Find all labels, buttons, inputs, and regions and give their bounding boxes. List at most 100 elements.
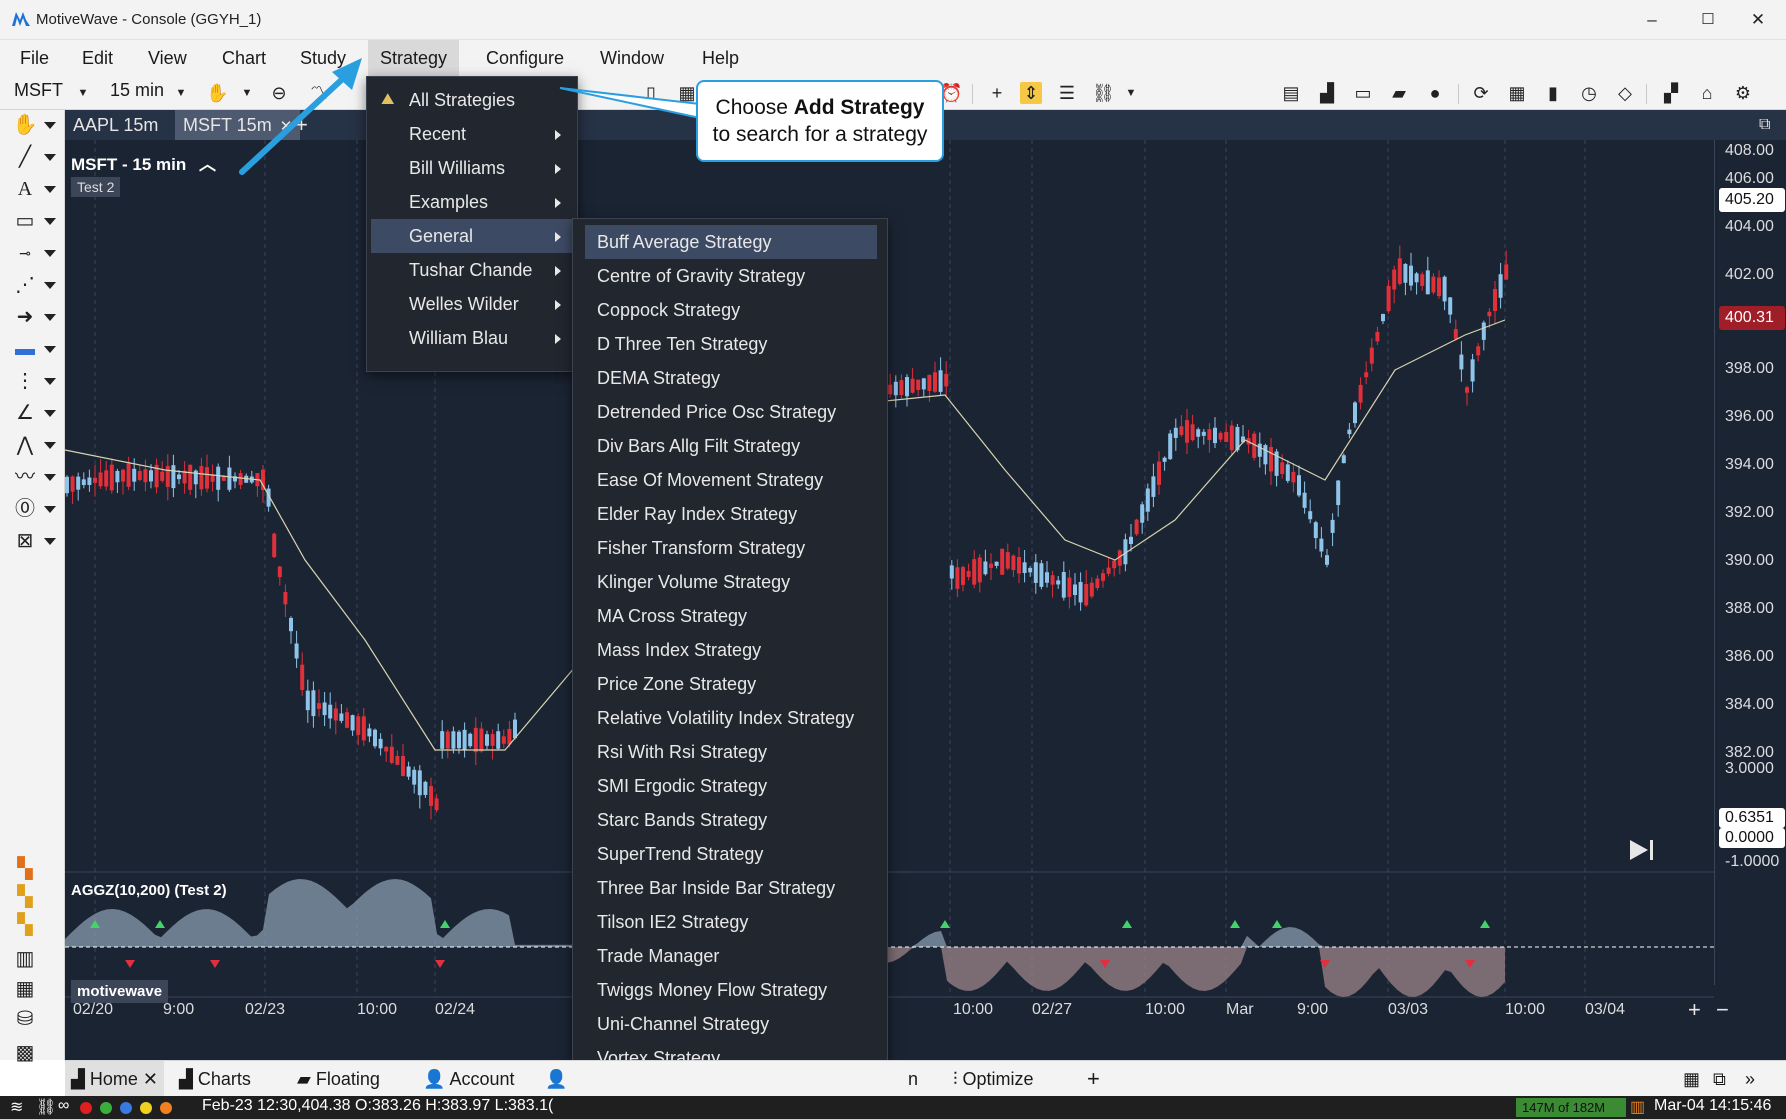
chevron-down-icon[interactable] — [44, 474, 56, 481]
menu-item-bill-williams[interactable]: Bill Williams — [371, 151, 573, 185]
chevron-down-icon[interactable]: ▼ — [241, 87, 253, 99]
save-icon[interactable]: ▦ — [678, 83, 696, 103]
chevron-down-icon[interactable]: ▼ — [175, 87, 187, 99]
add-dock-tab-icon[interactable]: + — [1087, 1066, 1100, 1091]
tab-aapl[interactable]: AAPL 15m — [65, 110, 166, 140]
submenu-item-smi-ergodic-strategy[interactable]: SMI Ergodic Strategy — [597, 776, 768, 796]
arrow-tool-icon[interactable]: ➜ — [16, 306, 34, 328]
order-icon[interactable]: ▚ — [17, 858, 33, 880]
dock-tab-floating[interactable]: ▰ Floating — [297, 1061, 380, 1097]
menu-item-examples[interactable]: Examples — [371, 185, 573, 219]
dock-tab-home[interactable]: ▟ Home ✕ — [65, 1061, 164, 1097]
submenu-item-div-bars-allg-filt-strategy[interactable]: Div Bars Allg Filt Strategy — [597, 436, 801, 456]
submenu-item-three-bar-inside-bar-strategy[interactable]: Three Bar Inside Bar Strategy — [597, 878, 836, 898]
dock-tab-partial[interactable]: n — [908, 1069, 919, 1089]
symbol-selector[interactable]: MSFT — [14, 80, 63, 100]
layout-icon[interactable]: ▦ — [1683, 1069, 1701, 1089]
chevron-down-icon[interactable] — [44, 378, 56, 385]
submenu-item-uni-channel-strategy[interactable]: Uni-Channel Strategy — [597, 1014, 770, 1034]
dock-tab-charts[interactable]: ▟ Charts — [179, 1061, 251, 1097]
menu-item-general[interactable]: General — [371, 219, 573, 253]
chevron-down-icon[interactable] — [44, 282, 56, 289]
study-badge[interactable]: Test 2 — [71, 177, 121, 197]
menu-configure[interactable]: Configure — [486, 48, 565, 68]
folder-icon[interactable]: ▰ — [1392, 83, 1406, 103]
grid-tool-icon[interactable]: ⋮ — [15, 370, 35, 392]
price-chart[interactable] — [65, 140, 1714, 1040]
submenu-item-starc-bands-strategy[interactable]: Starc Bands Strategy — [597, 810, 768, 830]
submenu-item-klinger-volume-strategy[interactable]: Klinger Volume Strategy — [597, 572, 791, 592]
menu-item-all-strategies[interactable]: ⛰ All Strategies — [371, 83, 573, 117]
dock-tab-account[interactable]: 👤 Account — [423, 1061, 514, 1097]
chevron-down-icon[interactable] — [44, 122, 56, 129]
submenu-item-relative-volatility-index-strategy[interactable]: Relative Volatility Index Strategy — [597, 708, 855, 728]
menu-view[interactable]: View — [148, 48, 187, 68]
submenu-item-twiggs-money-flow-strategy[interactable]: Twiggs Money Flow Strategy — [597, 980, 828, 1000]
zoom-in-icon[interactable]: + — [1688, 997, 1701, 1022]
menu-strategy[interactable]: Strategy — [368, 40, 460, 76]
blocks-icon[interactable]: ▞ — [1664, 83, 1678, 103]
history-icon[interactable]: ◷ — [1581, 83, 1597, 103]
chevron-down-icon[interactable]: ▼ — [77, 87, 89, 99]
chevron-down-icon[interactable] — [44, 442, 56, 449]
menu-item-tushar-chande[interactable]: Tushar Chande — [371, 253, 573, 287]
menu-study[interactable]: Study — [300, 48, 347, 68]
zoom-out-icon[interactable]: − — [1716, 997, 1729, 1022]
chevron-down-icon[interactable] — [44, 218, 56, 225]
submenu-item-rsi-with-rsi-strategy[interactable]: Rsi With Rsi Strategy — [597, 742, 768, 762]
submenu-item-buff-average-strategy[interactable]: Buff Average Strategy — [585, 225, 877, 259]
trend-tool-icon[interactable]: ∠ — [16, 402, 34, 424]
dom-icon[interactable]: ▤ — [1282, 83, 1300, 103]
submenu-item-ease-of-movement-strategy[interactable]: Ease Of Movement Strategy — [597, 470, 824, 490]
chevron-down-icon[interactable]: ▼ — [1125, 87, 1137, 99]
tag-icon[interactable]: ◇ — [1618, 83, 1632, 103]
crosshair-icon[interactable]: + — [991, 83, 1003, 103]
menu-chart[interactable]: Chart — [222, 48, 267, 68]
alarm-icon[interactable]: ⏰ — [940, 83, 963, 103]
coins-icon[interactable]: ● — [1429, 83, 1441, 103]
auto-scale-icon[interactable]: ⇕ — [1020, 82, 1042, 104]
ruler-tool-icon[interactable]: ⊸ — [19, 245, 31, 261]
elliott-tool-icon[interactable]: 〰 — [15, 466, 35, 488]
submenu-item-supertrend-strategy[interactable]: SuperTrend Strategy — [597, 844, 764, 864]
chevron-down-icon[interactable] — [44, 410, 56, 417]
database-icon[interactable]: ⛁ — [16, 1008, 34, 1030]
circle-tool-icon[interactable]: ⓪ — [15, 498, 35, 520]
factory-icon[interactable]: ⌂ — [1701, 83, 1713, 103]
submenu-item-trade-manager[interactable]: Trade Manager — [597, 946, 720, 966]
close-icon[interactable]: ✕ — [142, 1069, 158, 1089]
submenu-item-tilson-ie2-strategy[interactable]: Tilson IE2 Strategy — [597, 912, 749, 932]
trades-icon[interactable]: ▚ — [17, 914, 33, 936]
link-icon[interactable]: ⛓ — [1092, 83, 1115, 103]
bar-chart-icon[interactable]: ▟ — [1320, 83, 1334, 103]
tab-msft[interactable]: MSFT 15m ✕ — [175, 110, 301, 140]
chevron-down-icon[interactable] — [44, 538, 56, 545]
jump-to-end-icon[interactable] — [1630, 840, 1653, 860]
memory-meter[interactable]: 147M of 182M — [1516, 1098, 1626, 1117]
gear-icon[interactable]: ⚙ — [1734, 83, 1752, 103]
submenu-item-coppock-strategy[interactable]: Coppock Strategy — [597, 300, 741, 320]
popout-icon[interactable]: ⧉ — [1759, 116, 1771, 133]
hand-tool-icon[interactable]: ✋ — [12, 114, 38, 136]
maximize-button[interactable]: ☐ — [1701, 11, 1715, 28]
menu-window[interactable]: Window — [600, 48, 665, 68]
trash-icon[interactable]: ▥ — [1630, 1099, 1646, 1116]
refresh-icon[interactable]: ⟳ — [1473, 83, 1489, 103]
submenu-item-elder-ray-index-strategy[interactable]: Elder Ray Index Strategy — [597, 504, 798, 524]
fib-tool-icon[interactable]: ⋰ — [15, 274, 35, 296]
submenu-item-ma-cross-strategy[interactable]: MA Cross Strategy — [597, 606, 748, 626]
interval-selector[interactable]: 15 min — [110, 80, 165, 100]
menu-item-welles-wilder[interactable]: Welles Wilder — [371, 287, 573, 321]
volume-icon[interactable]: ▥ — [15, 948, 35, 970]
hand-icon[interactable]: ✋ — [206, 83, 229, 103]
copy-icon[interactable]: ⧉ — [1713, 1069, 1726, 1089]
gann-tool-icon[interactable]: ⊠ — [16, 530, 34, 552]
line-tool-icon[interactable]: ╱ — [18, 146, 32, 168]
close-button[interactable]: ✕ — [1750, 10, 1766, 29]
chevron-down-icon[interactable] — [44, 186, 56, 193]
color-tool-icon[interactable]: ▬ — [15, 338, 35, 360]
price-axis[interactable]: 408.00 406.00 404.00 402.00 398.00 396.0… — [1714, 140, 1786, 985]
position-icon[interactable]: ▚ — [17, 886, 33, 908]
chevron-down-icon[interactable] — [44, 346, 56, 353]
text-tool-icon[interactable]: A — [17, 178, 33, 200]
